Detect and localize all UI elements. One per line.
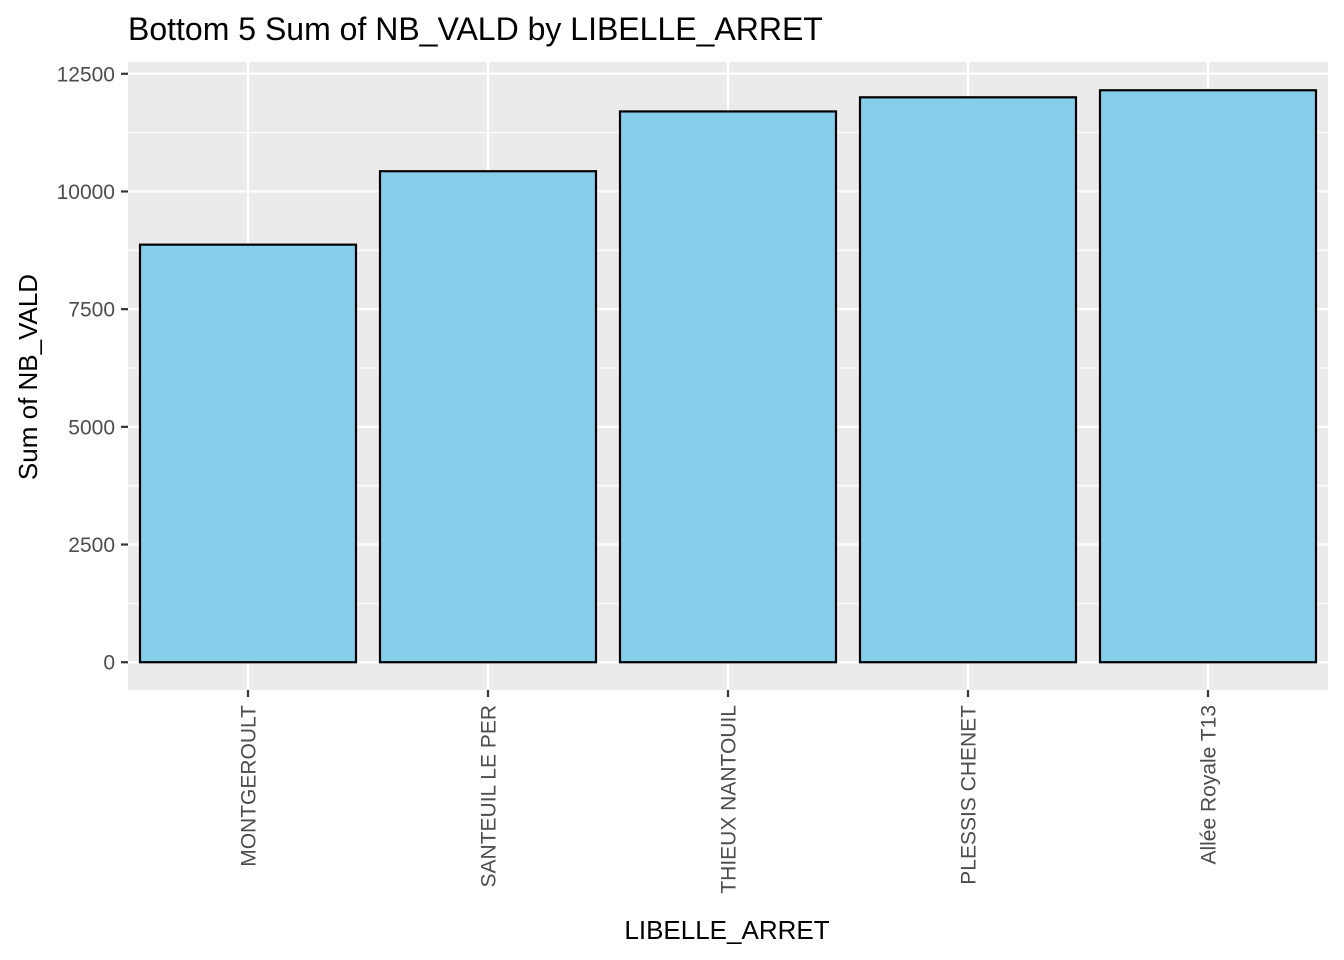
x-tick-label: MONTGEROULT: [238, 705, 261, 867]
y-axis: 0 2500 5000 7500 10000 12500: [57, 63, 128, 675]
x-tick-label: SANTEUIL LE PER: [478, 705, 501, 887]
x-tick-label: THIEUX NANTOUIL: [718, 705, 741, 894]
y-tick-label: 2500: [68, 534, 115, 557]
bar: [618, 110, 838, 664]
x-tick-label: Allée Royale T13: [1198, 705, 1221, 865]
x-tick-label: PLESSIS CHENET: [958, 705, 981, 885]
y-tick-label: 0: [103, 652, 115, 675]
bar: [138, 243, 358, 664]
y-tick-label: 7500: [68, 299, 115, 322]
y-tick-label: 10000: [57, 181, 115, 204]
x-axis: MONTGEROULT SANTEUIL LE PER THIEUX NANTOUI…: [238, 690, 1221, 894]
bars: [138, 89, 1318, 664]
y-tick-label: 12500: [57, 63, 115, 86]
chart-title: Bottom 5 Sum of NB_VALD by LIBELLE_ARRET: [128, 11, 823, 47]
y-tick-label: 5000: [68, 416, 115, 439]
bar: [378, 170, 598, 664]
bar: [1098, 89, 1318, 664]
bar: [858, 96, 1078, 664]
y-axis-title: Sum of NB_VALD: [13, 274, 43, 480]
x-axis-title: LIBELLE_ARRET: [624, 915, 829, 945]
